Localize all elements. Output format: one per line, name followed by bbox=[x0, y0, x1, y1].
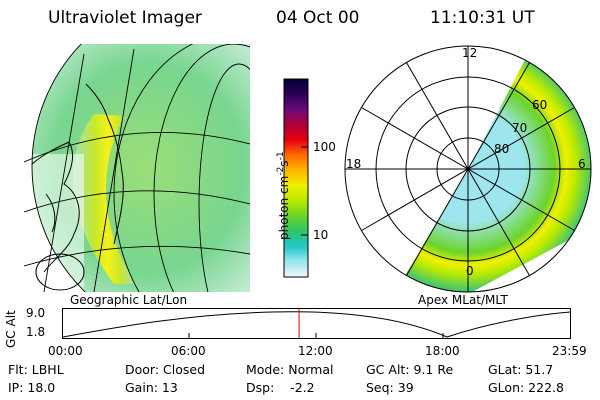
gc-alt-trace bbox=[62, 311, 572, 338]
status-glon: GLon: 222.8 bbox=[488, 380, 564, 395]
colorbar-tick-10: 10 bbox=[313, 228, 329, 242]
polar-image-panel bbox=[344, 45, 592, 293]
mlt-label-12: 12 bbox=[462, 46, 478, 60]
geographic-caption: Geographic Lat/Lon bbox=[70, 293, 188, 307]
status-gc-alt: GC Alt: 9.1 Re bbox=[366, 362, 454, 377]
mlt-label-6: 6 bbox=[578, 157, 586, 171]
mlat-label-70: 70 bbox=[512, 121, 528, 135]
status-mode: Mode: Normal bbox=[246, 362, 334, 377]
mlat-label-80: 80 bbox=[494, 142, 510, 156]
time-readout: 11:10:31 UT bbox=[430, 8, 535, 28]
status-door: Door: Closed bbox=[125, 362, 206, 377]
date-readout: 04 Oct 00 bbox=[276, 8, 360, 28]
gc-alt-tick-low: 1.8 bbox=[26, 325, 46, 339]
mlt-label-0: 0 bbox=[466, 264, 474, 278]
unit-mid: s bbox=[277, 160, 291, 167]
time-tick-2359: 23:59 bbox=[552, 344, 587, 358]
time-tick-1800: 18:00 bbox=[425, 344, 460, 358]
app-title: Ultraviolet Imager bbox=[48, 8, 202, 28]
mlt-label-18: 18 bbox=[346, 157, 362, 171]
status-ip: IP: 18.0 bbox=[8, 380, 56, 395]
time-tick-0600: 06:00 bbox=[171, 344, 206, 358]
unit-text: photon cm bbox=[277, 175, 291, 240]
time-tick-0000: 00:00 bbox=[48, 344, 83, 358]
time-tick-1200: 12:00 bbox=[298, 344, 333, 358]
auroral-oval-band bbox=[72, 114, 136, 284]
gc-alt-tick-high: 9.0 bbox=[26, 306, 46, 320]
gc-alt-plot bbox=[62, 308, 572, 339]
colorbar-unit-label: photon cm-2s-1 bbox=[276, 151, 291, 240]
status-gain: Gain: 13 bbox=[125, 380, 178, 395]
apex-caption: Apex MLat/MLT bbox=[418, 293, 508, 307]
geographic-image-panel bbox=[24, 44, 250, 292]
status-dsp: Dsp: -2.2 bbox=[246, 380, 315, 395]
colorbar bbox=[283, 78, 309, 278]
unit-exp-2: -1 bbox=[276, 151, 286, 161]
polar-grid bbox=[344, 45, 592, 293]
mlat-label-60: 60 bbox=[532, 98, 548, 112]
status-glat: GLat: 51.7 bbox=[488, 362, 554, 377]
status-seq: Seq: 39 bbox=[366, 380, 414, 395]
coastline-outline bbox=[31, 83, 124, 291]
gc-alt-axis-label: GC Alt bbox=[4, 310, 18, 348]
status-flt: Flt: LBHL bbox=[8, 362, 64, 377]
unit-exp-1: -2 bbox=[276, 166, 286, 176]
colorbar-tick-100: 100 bbox=[313, 140, 336, 154]
